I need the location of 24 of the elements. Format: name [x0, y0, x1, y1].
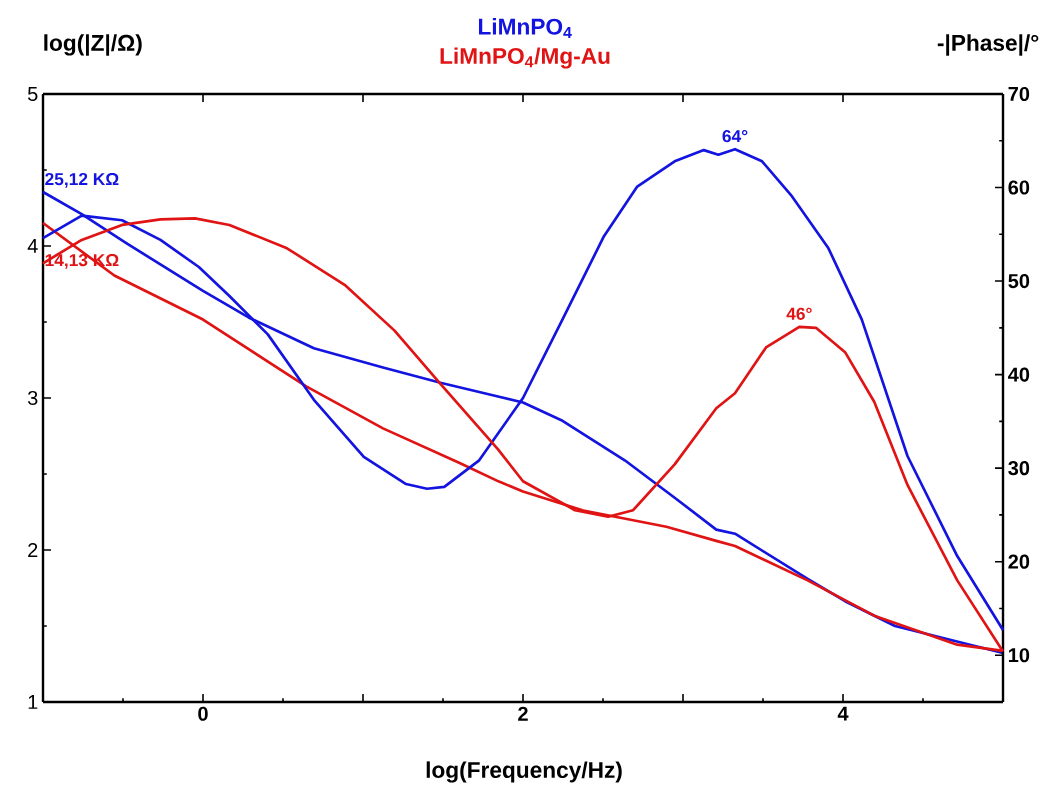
annotation: 14,13 KΩ	[45, 253, 119, 269]
y2-tick-label: 10	[1008, 648, 1030, 663]
annotation: 46°	[786, 307, 812, 320]
x-axis-title: log(Frequency/Hz)	[426, 761, 622, 783]
x-tick-label: 0	[198, 706, 208, 721]
annotation: 64°	[722, 129, 748, 143]
y2-axis-title: -|Phase|/°	[937, 34, 1039, 56]
x-tick-label: 2	[518, 706, 528, 721]
y2-tick-label: 20	[1008, 554, 1030, 569]
y-tick-label: 5	[27, 87, 38, 101]
y-tick-label: 4	[27, 239, 38, 253]
text: LiMnPO$_{4}$/Mg-Au	[440, 47, 610, 69]
y2-tick-label: 60	[1008, 180, 1030, 195]
x-tick-label: 4	[837, 706, 849, 721]
y-tick-label: 2	[28, 543, 38, 557]
y-axis-title: log(|Z|/Ω)	[44, 34, 142, 56]
y-tick-label: 1	[28, 695, 38, 709]
text: LiMnPO$_{4}$	[478, 18, 572, 38]
y2-tick-label: 50	[1008, 273, 1030, 289]
annotation: 25,12 KΩ	[45, 172, 119, 188]
y-tick-label: 3	[27, 390, 38, 406]
y2-tick-label: 70	[1008, 86, 1030, 102]
y2-tick-label: 40	[1008, 367, 1030, 382]
y2-tick-label: 30	[1008, 461, 1030, 476]
